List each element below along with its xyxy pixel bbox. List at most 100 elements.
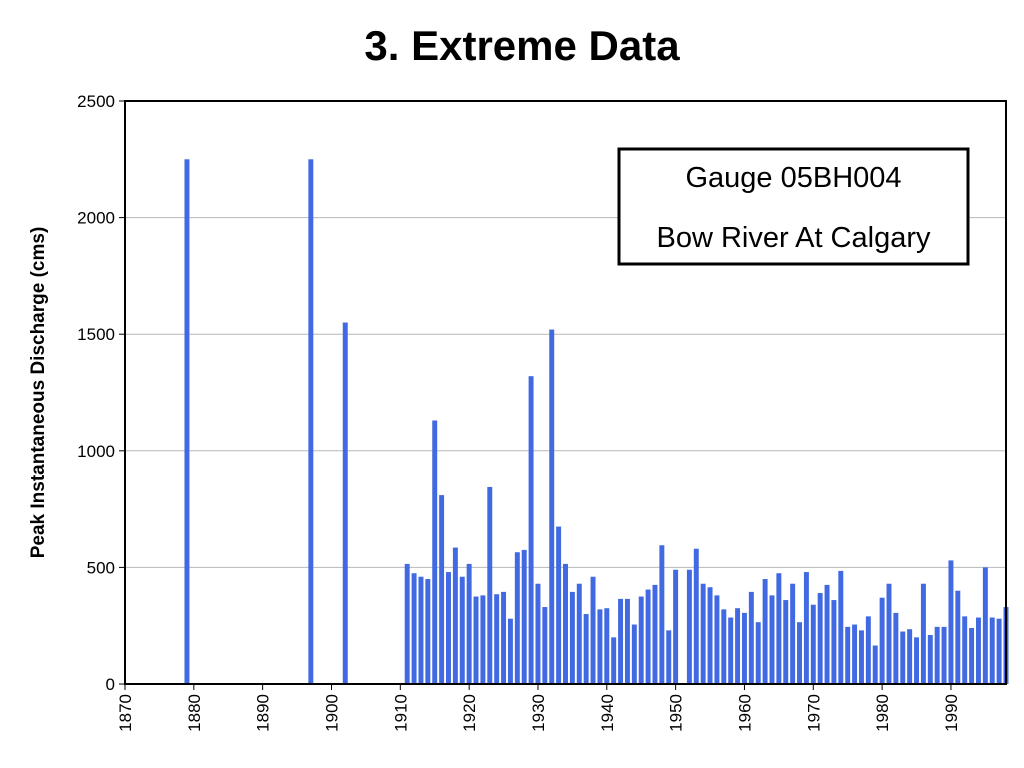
x-tick-label: 1880 [185,694,204,732]
bar [776,573,782,684]
bar [721,609,727,684]
bar [618,598,624,684]
bar [501,591,507,684]
bar [920,583,926,684]
bar [459,576,465,684]
bar [872,645,878,684]
bar [631,624,637,684]
x-tick-label: 1990 [942,694,961,732]
x-tick-label: 1960 [735,694,754,732]
bar [858,630,864,684]
bar [604,608,610,684]
bar [611,637,617,684]
bar [962,616,968,684]
bar [797,622,802,684]
grid-lines [125,217,1006,568]
bar [549,329,555,684]
bar [803,572,809,684]
bar [624,598,630,684]
bar [452,547,458,684]
bar [418,576,424,684]
bar [342,322,348,684]
bar [886,583,892,684]
x-tick-label: 1930 [529,694,548,732]
bar [542,607,548,684]
bar [989,617,995,684]
bar [948,560,954,684]
bar [852,624,858,684]
bar [755,622,761,684]
bar [996,618,1002,684]
bar [741,612,747,684]
x-tick-label: 1920 [460,694,479,732]
bar [900,631,906,684]
bar [693,548,699,684]
bar [425,579,431,684]
bar [914,637,920,684]
y-tick-label: 500 [87,558,115,577]
bar [790,583,796,684]
bar [659,545,665,684]
bar [865,616,871,684]
bar [762,579,768,684]
bar [783,600,789,684]
bar [439,495,445,684]
bar [817,593,823,684]
bar [941,626,947,684]
y-tick-label: 1500 [77,325,115,344]
bar [308,159,314,685]
bar [528,376,534,684]
bar [748,591,754,684]
axes: 0 500 1000 1500 2000 2500 1870 1880 1890 1900 1910… [77,92,961,732]
bar [583,614,589,684]
bar [473,596,479,684]
annotation-frame [617,147,970,266]
y-tick-label: 1000 [77,442,115,461]
bar [556,526,562,684]
plot-area-frame [124,100,1007,685]
x-tick-label: 1970 [804,694,823,732]
bar [666,630,672,684]
bar [893,612,899,684]
bar [686,569,692,684]
bar [955,590,961,684]
bar [927,635,933,684]
bar [638,596,644,684]
bars [184,159,1009,685]
bar [590,576,596,684]
x-tick-label: 1900 [322,694,341,732]
y-tick-label: 0 [106,675,115,694]
bar [535,583,541,684]
bar [934,626,940,684]
gauge-annotation-box: Gauge 05BH004 Bow River At Calgary [617,147,970,266]
bar [487,486,493,684]
bar [597,609,603,684]
bar [728,617,734,684]
bar [735,608,741,684]
bar [480,595,486,684]
bar [507,618,513,684]
bar [494,594,500,684]
bar [982,567,988,684]
bar [466,563,472,684]
x-tick-label: 1890 [254,694,273,732]
bar [907,629,913,684]
bar [673,569,679,684]
bar [975,617,981,684]
x-tick-label: 1910 [391,694,410,732]
x-tick-label: 1980 [873,694,892,732]
bar [969,628,975,684]
bar [432,420,438,684]
y-axis-title: Peak Instantaneous Discharge (cms) [28,227,49,559]
bar [707,587,713,684]
gauge-id-label: Gauge 05BH004 [685,162,901,194]
bar [404,563,410,684]
bar [645,589,651,684]
bar [831,600,837,684]
bar [446,572,451,684]
page-title: 3. Extreme Data [364,22,680,69]
bar [845,626,851,684]
bar [521,549,527,684]
bar [824,584,830,684]
bar [411,573,417,684]
